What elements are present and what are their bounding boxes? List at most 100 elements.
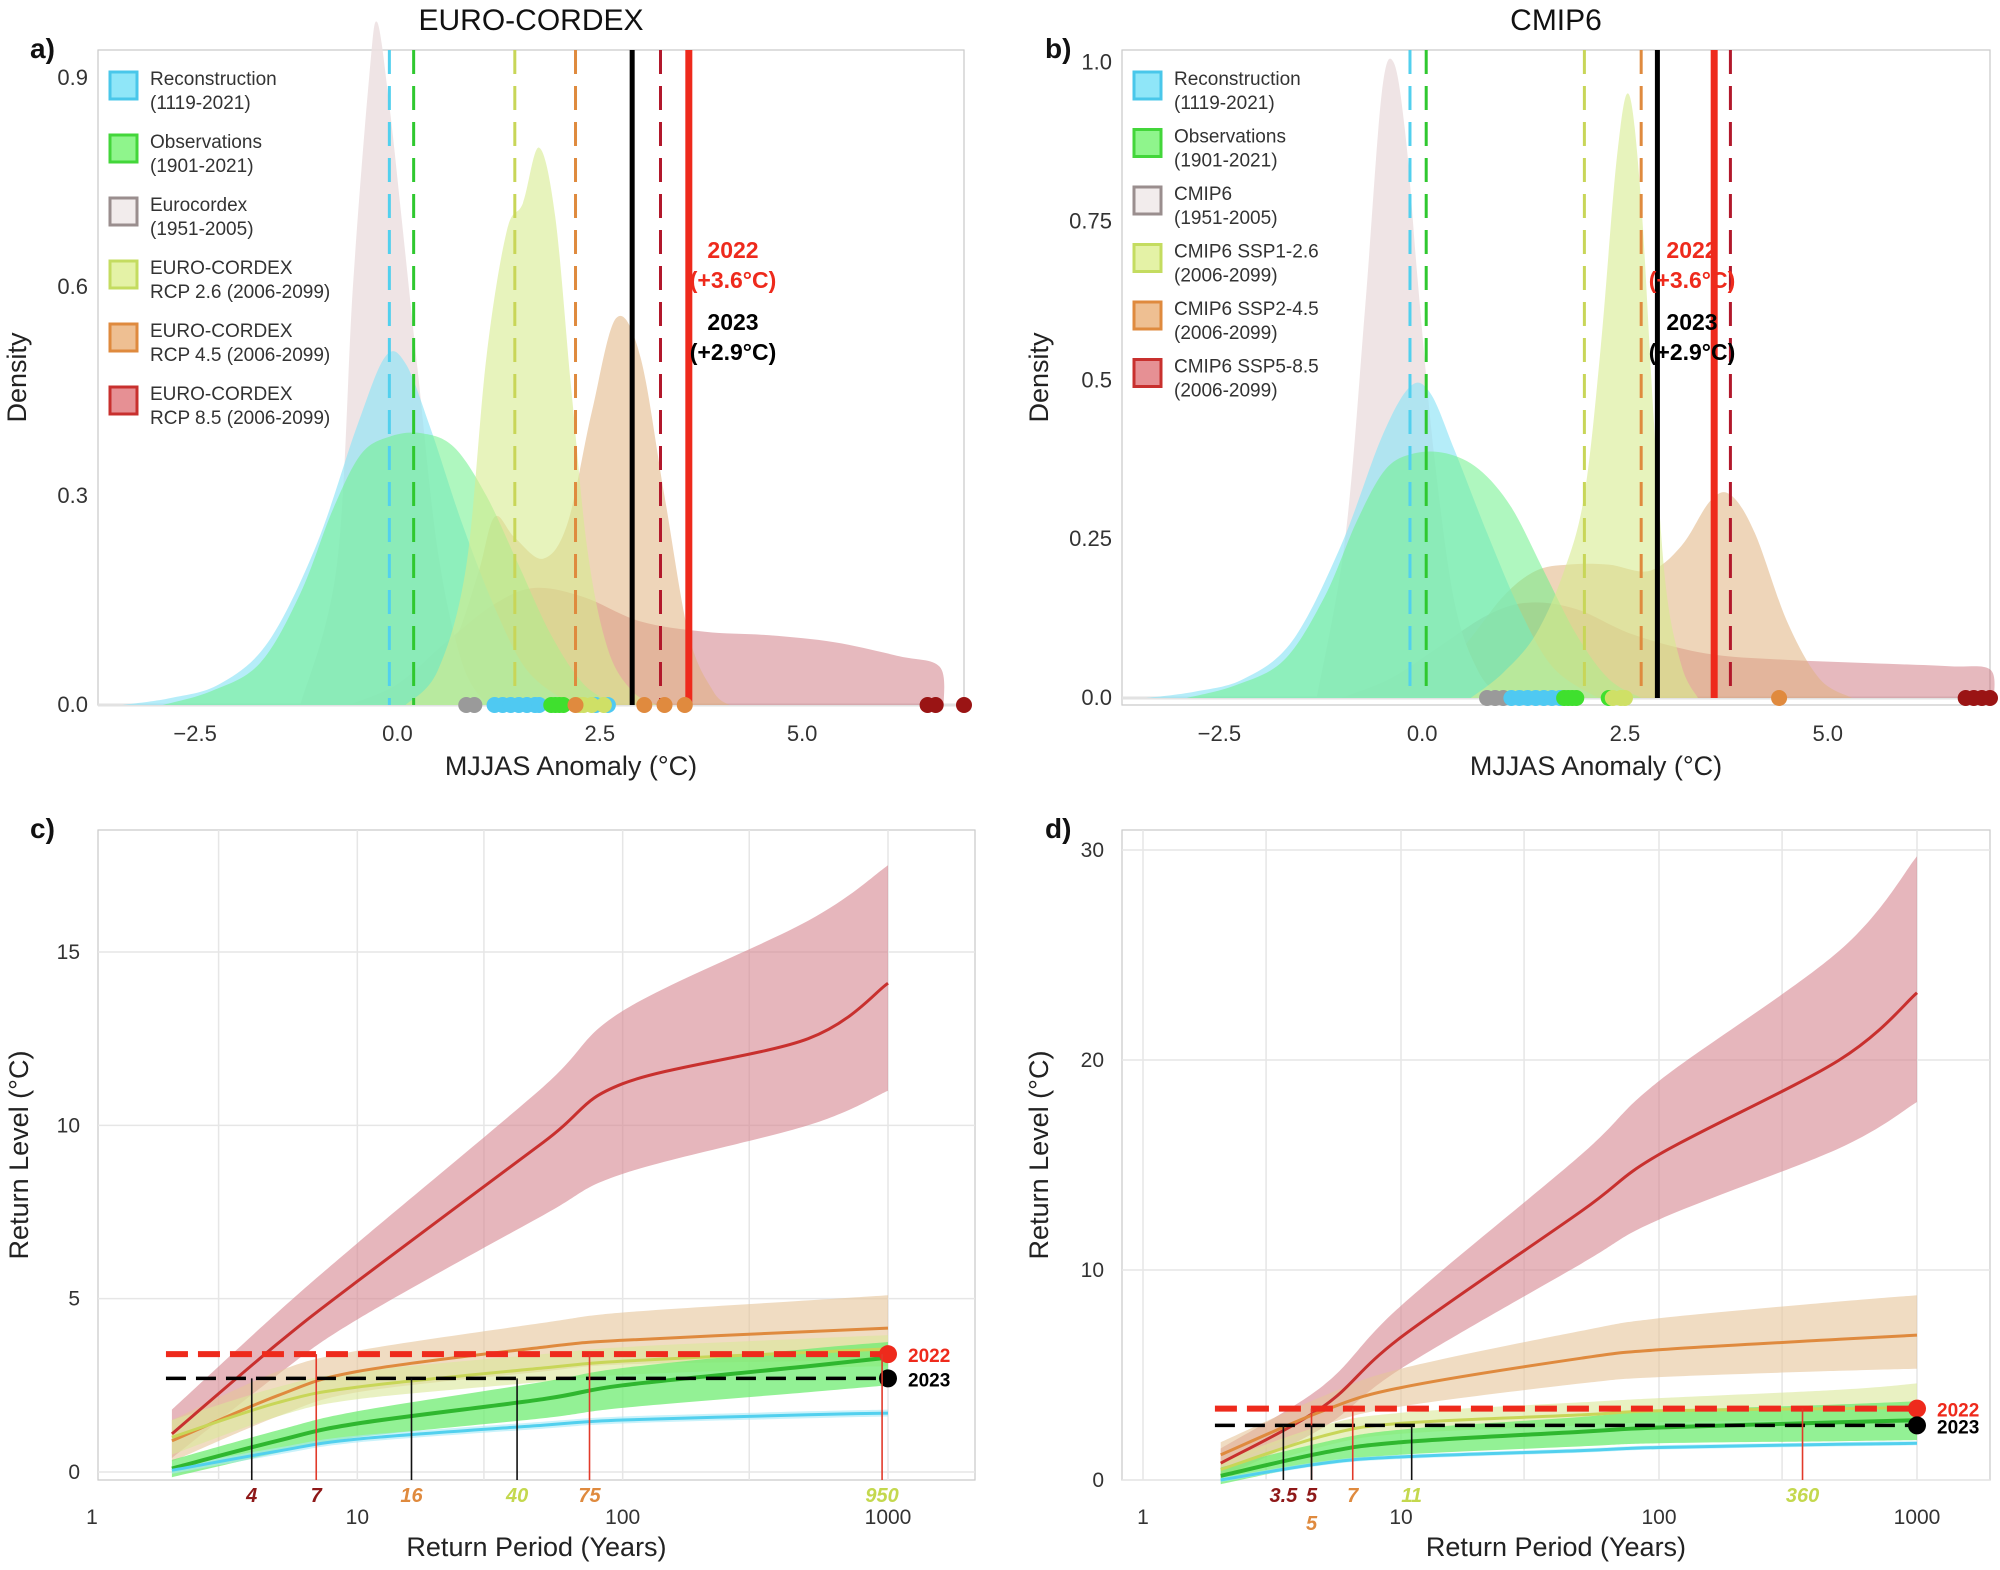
density-rcp26 bbox=[405, 147, 657, 705]
x-tick-label: 5.0 bbox=[1812, 721, 1843, 746]
period-label: 5 bbox=[1306, 1485, 1318, 1507]
y-tick-label: 10 bbox=[1081, 1259, 1104, 1282]
threshold-dot-year2022 bbox=[879, 1345, 897, 1364]
period-label: 7 bbox=[311, 1485, 323, 1507]
panel-a: −2.5 0.0 2.5 5.0 0.0 0.3 0.6 0.9 MJJAS Anomaly (… bbox=[2, 4, 972, 781]
annotation-year2022-value: (+3.6°C) bbox=[690, 267, 777, 293]
y-tick-label: 15 bbox=[57, 941, 80, 964]
legend-swatch-reconstruction bbox=[1132, 70, 1163, 101]
y-tick-label: 0.9 bbox=[57, 65, 88, 90]
legend-label: Observations bbox=[150, 132, 262, 153]
y-axis-title: Return Level (°C) bbox=[1024, 1051, 1054, 1260]
y-tick-label: 5 bbox=[68, 1288, 80, 1311]
mean-line-rcp45 bbox=[171, 1326, 889, 1443]
legend-sublabel: RCP 2.6 (2006-2099) bbox=[150, 282, 330, 303]
point-rcp26 bbox=[595, 697, 612, 713]
annotation-year2023-value: (+2.9°C) bbox=[690, 339, 777, 365]
threshold-label-year2022: 2022 bbox=[908, 1346, 950, 1367]
x-tick-label: 1000 bbox=[1894, 1506, 1941, 1529]
band-rcp85 bbox=[1220, 856, 1917, 1478]
mean-line-observations bbox=[171, 1355, 889, 1471]
x-axis-title: MJJAS Anomaly (°C) bbox=[445, 751, 697, 781]
x-axis-title: Return Period (Years) bbox=[406, 1532, 666, 1562]
legend-swatch-reconstruction bbox=[108, 70, 139, 101]
panel-label: b) bbox=[1045, 33, 1071, 64]
period-label: 11 bbox=[1401, 1485, 1422, 1507]
point-rcp45 bbox=[1771, 690, 1788, 706]
y-tick-label: 0.6 bbox=[57, 274, 88, 299]
y-tick-label: 0.25 bbox=[1069, 526, 1112, 551]
legend-label: EURO-CORDEX bbox=[150, 258, 293, 279]
legend-label: Eurocordex bbox=[150, 195, 248, 216]
threshold-dot-year2023 bbox=[879, 1369, 897, 1388]
legend-label: Reconstruction bbox=[150, 69, 277, 90]
legend-swatch-rcp45 bbox=[108, 322, 139, 353]
legend-sublabel: (1901-2021) bbox=[150, 156, 254, 177]
legend-swatch-hist bbox=[108, 196, 139, 227]
legend-sublabel: (2006-2099) bbox=[1174, 381, 1278, 402]
x-tick-label: 1 bbox=[1137, 1506, 1149, 1529]
x-tick-label: 2.5 bbox=[584, 721, 615, 746]
panel-label: d) bbox=[1045, 813, 1071, 844]
point-rcp26 bbox=[1616, 690, 1633, 706]
x-tick-label: 5.0 bbox=[787, 721, 818, 746]
y-axis-title: Return Level (°C) bbox=[4, 1051, 34, 1260]
period-label: 3.5 bbox=[1269, 1485, 1298, 1507]
legend-swatch-observations bbox=[1132, 128, 1163, 158]
x-tick-label: 100 bbox=[1641, 1506, 1676, 1529]
mean-line-reconstruction bbox=[1220, 1441, 1918, 1482]
point-observations bbox=[555, 697, 572, 713]
legend-sublabel: RCP 4.5 (2006-2099) bbox=[150, 345, 330, 366]
y-tick-label: 0 bbox=[68, 1461, 80, 1484]
y-tick-label: 0.75 bbox=[1069, 209, 1112, 234]
y-axis-title: Density bbox=[2, 332, 32, 423]
mean-line-reconstruction bbox=[171, 1411, 889, 1472]
period-label: 75 bbox=[578, 1485, 601, 1507]
point-hist bbox=[466, 697, 483, 713]
band-rcp45 bbox=[1220, 1295, 1917, 1468]
y-tick-label: 0.0 bbox=[57, 692, 88, 717]
threshold-dot-year2023 bbox=[1908, 1416, 1926, 1435]
x-tick-label: 100 bbox=[605, 1506, 640, 1529]
legend-sublabel: (1119-2021) bbox=[1174, 93, 1275, 114]
period-label: 16 bbox=[400, 1485, 423, 1507]
point-rcp85 bbox=[1982, 690, 1998, 706]
point-observations bbox=[1568, 690, 1585, 706]
chart-title: CMIP6 bbox=[1510, 4, 1602, 37]
legend-sublabel: (1951-2005) bbox=[1174, 208, 1278, 229]
y-axis-title: Density bbox=[1024, 332, 1054, 423]
x-axis-title: Return Period (Years) bbox=[1426, 1532, 1686, 1562]
y-tick-label: 10 bbox=[57, 1114, 80, 1137]
y-tick-label: 30 bbox=[1081, 839, 1104, 862]
legend-swatch-rcp26 bbox=[108, 259, 139, 290]
panel-b: −2.5 0.0 2.5 5.0 0.0 0.25 0.5 0.75 1.0 MJJAS Anom… bbox=[1024, 4, 1998, 781]
legend-swatch-rcp26 bbox=[1132, 243, 1163, 273]
point-rcp26 bbox=[583, 697, 600, 713]
annotation-year2023-value: (+2.9°C) bbox=[1649, 339, 1736, 365]
x-tick-label: 10 bbox=[346, 1506, 369, 1529]
legend-label: CMIP6 SSP2-4.5 bbox=[1174, 299, 1319, 320]
threshold-label-year2022: 2022 bbox=[1937, 1401, 1979, 1422]
period-label: 40 bbox=[505, 1485, 528, 1507]
legend-label: Reconstruction bbox=[1174, 69, 1301, 90]
y-tick-label: 20 bbox=[1081, 1049, 1104, 1072]
threshold-label-year2023: 2023 bbox=[1937, 1417, 1979, 1438]
point-rcp85 bbox=[956, 697, 972, 713]
point-rcp45 bbox=[636, 697, 653, 713]
legend-label: Observations bbox=[1174, 127, 1286, 148]
band-rcp85 bbox=[171, 865, 888, 1459]
x-tick-label: 1000 bbox=[865, 1506, 912, 1529]
legend-sublabel: RCP 8.5 (2006-2099) bbox=[150, 408, 330, 429]
period-label: 7 bbox=[1347, 1485, 1359, 1507]
x-tick-label: 0.0 bbox=[1407, 721, 1438, 746]
x-tick-label: −2.5 bbox=[1198, 721, 1241, 746]
period-label: 360 bbox=[1786, 1485, 1819, 1507]
x-tick-label: 1 bbox=[86, 1506, 98, 1529]
y-tick-label: 0.0 bbox=[1081, 685, 1112, 710]
legend-sublabel: (1119-2021) bbox=[150, 93, 251, 114]
y-tick-label: 0 bbox=[1092, 1469, 1104, 1492]
legend-swatch-rcp85 bbox=[1132, 358, 1163, 388]
legend-swatch-hist bbox=[1132, 185, 1163, 216]
